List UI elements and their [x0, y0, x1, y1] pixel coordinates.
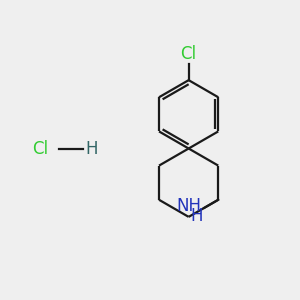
Text: Cl: Cl — [181, 45, 197, 63]
Text: NH: NH — [177, 197, 202, 215]
Text: Cl: Cl — [32, 140, 48, 158]
Text: H: H — [191, 207, 203, 225]
Text: H: H — [86, 140, 98, 158]
